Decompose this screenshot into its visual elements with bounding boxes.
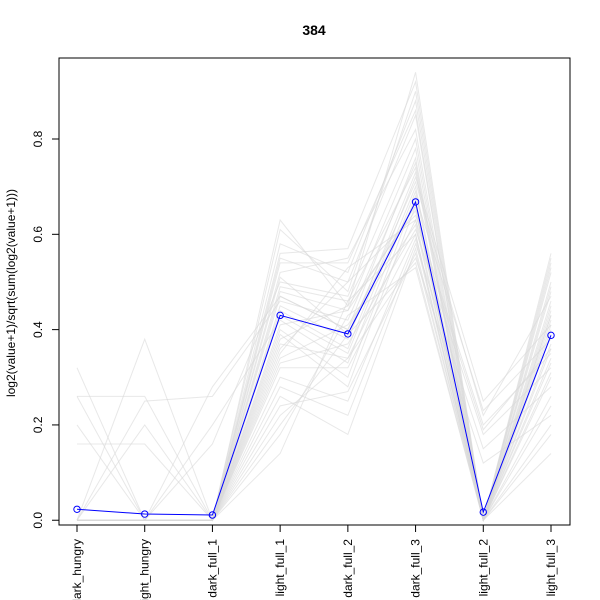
- series-point: [141, 510, 149, 518]
- series-point: [479, 508, 487, 516]
- x-tick-label: dark_hungry: [70, 539, 84, 600]
- background-series-line: [77, 166, 552, 521]
- y-axis-label: log2(value+1)/sqrt(sum(log2(value+1))): [4, 189, 18, 397]
- series-point: [276, 311, 284, 320]
- y-axis: 0.0 0.2 0.4 0.6 0.8: [31, 130, 59, 529]
- x-tick-label: light_full_2: [476, 539, 490, 597]
- plot-frame: [58, 57, 571, 526]
- series-point: [73, 505, 81, 513]
- background-series-line: [77, 242, 552, 521]
- background-series-line: [77, 189, 552, 523]
- background-series-line: [77, 209, 552, 522]
- y-tick-label: 0.8: [31, 130, 45, 147]
- series-point: [344, 330, 352, 338]
- x-tick-label: dark_full_3: [409, 539, 423, 598]
- highlight-series: [73, 198, 555, 519]
- x-tick-label: dark_full_1: [205, 539, 219, 598]
- x-axis: dark_hungry light_hungry dark_full_1 light_…: [70, 525, 558, 600]
- background-series-line: [76, 203, 552, 522]
- background-series-line: [77, 204, 552, 523]
- background-series-line: [77, 194, 552, 521]
- background-series-line: [77, 223, 552, 522]
- x-tick-label: dark_full_2: [341, 539, 355, 598]
- x-tick-label: light_hungry: [138, 539, 152, 600]
- series-line: [76, 200, 552, 516]
- y-tick-label: 0.2: [31, 416, 45, 433]
- chart-title: 384: [302, 22, 326, 38]
- y-tick-label: 0.4: [31, 321, 45, 338]
- series-point: [411, 198, 420, 206]
- background-series-line: [76, 170, 552, 523]
- y-tick-label: 0.6: [31, 226, 45, 243]
- background-series: [76, 72, 552, 523]
- x-tick-label: light_full_1: [273, 539, 287, 597]
- series-point: [208, 511, 217, 519]
- y-tick-label: 0.0: [31, 512, 45, 529]
- background-series-line: [77, 156, 552, 521]
- x-tick-label: light_full_3: [544, 539, 558, 597]
- background-series-line: [77, 233, 552, 522]
- series-point: [547, 331, 555, 340]
